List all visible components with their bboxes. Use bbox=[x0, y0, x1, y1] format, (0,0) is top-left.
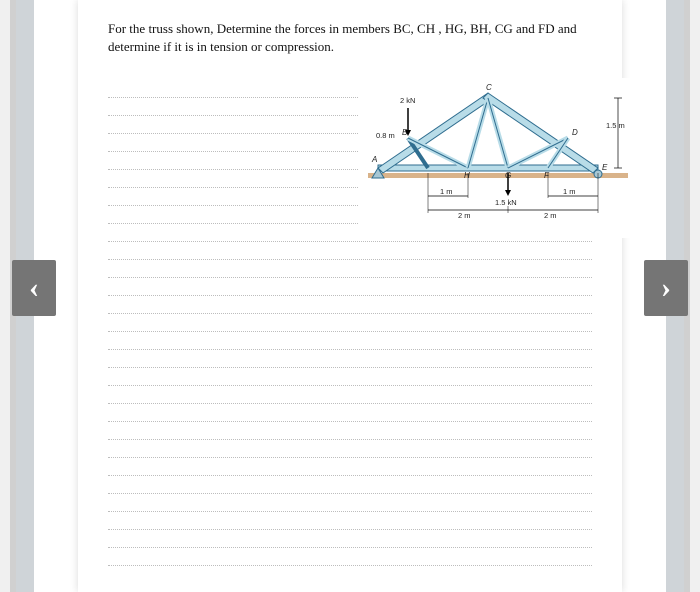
bottom-chord bbox=[378, 165, 598, 171]
answer-line bbox=[108, 332, 592, 350]
load-label-15kn: 1.5 kN bbox=[495, 198, 517, 207]
answer-line bbox=[108, 476, 592, 494]
node-label-D: D bbox=[572, 128, 578, 137]
dim-15m: 1.5 m bbox=[606, 121, 625, 130]
answer-line bbox=[108, 494, 592, 512]
answer-line bbox=[108, 404, 592, 422]
answer-line bbox=[108, 512, 592, 530]
answer-line bbox=[108, 296, 592, 314]
dim-1m-a: 1 m bbox=[440, 187, 453, 196]
dim-2m-a: 2 m bbox=[458, 211, 471, 220]
answer-line bbox=[108, 260, 592, 278]
next-page-button[interactable]: › bbox=[644, 260, 688, 316]
answer-line bbox=[108, 386, 592, 404]
dim-2m-b: 2 m bbox=[544, 211, 557, 220]
answer-line bbox=[108, 548, 592, 566]
answer-line bbox=[108, 278, 592, 296]
answer-line bbox=[108, 422, 592, 440]
answer-line bbox=[108, 368, 592, 386]
answer-line bbox=[108, 440, 592, 458]
answer-line bbox=[108, 530, 592, 548]
load-arrowhead-15kn bbox=[505, 190, 511, 196]
answer-line bbox=[108, 458, 592, 476]
prev-page-button[interactable]: ‹ bbox=[12, 260, 56, 316]
viewer-frame: For the truss shown, Determine the force… bbox=[10, 0, 690, 592]
load-label-2kn: 2 kN bbox=[400, 96, 415, 105]
question-text: For the truss shown, Determine the force… bbox=[108, 20, 592, 56]
node-label-E: E bbox=[602, 163, 608, 172]
truss-figure: A B C D E F G H 2 kN 1.5 kN 0.8 m bbox=[358, 78, 638, 238]
node-label-A: A bbox=[371, 155, 377, 164]
node-label-H: H bbox=[464, 171, 470, 180]
dim-08m: 0.8 m bbox=[376, 131, 395, 140]
chevron-left-icon: ‹ bbox=[29, 271, 39, 305]
chevron-right-icon: › bbox=[661, 271, 671, 305]
answer-line bbox=[108, 350, 592, 368]
page-content: For the truss shown, Determine the force… bbox=[78, 0, 622, 592]
dim-1m-b: 1 m bbox=[563, 187, 576, 196]
node-label-C: C bbox=[486, 83, 492, 92]
answer-line bbox=[108, 242, 592, 260]
answer-line bbox=[108, 314, 592, 332]
ground-strip bbox=[368, 173, 628, 178]
